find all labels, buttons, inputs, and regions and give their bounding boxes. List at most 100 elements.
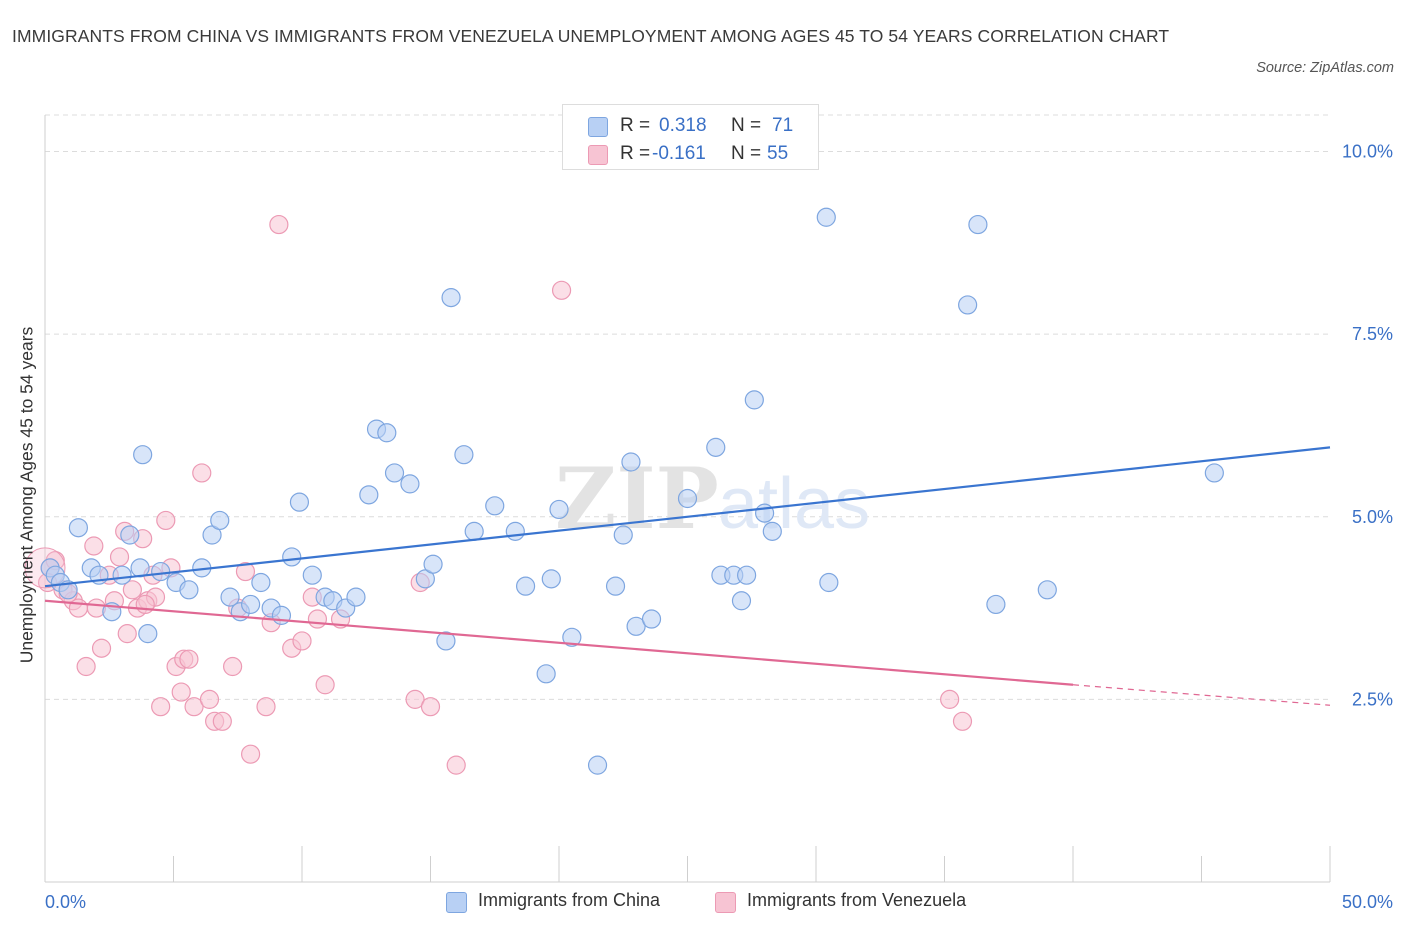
china-point-25 bbox=[282, 547, 302, 567]
venezuela-legend-label: Immigrants from Venezuela bbox=[747, 890, 967, 910]
china-point-50 bbox=[587, 755, 608, 775]
watermark-atlas: atlas bbox=[718, 464, 870, 544]
axes bbox=[44, 115, 1331, 883]
series-legend: Immigrants from China Immigrants from Ve… bbox=[0, 886, 1406, 916]
venezuela-point-40 bbox=[292, 631, 312, 651]
venezuela-point-32 bbox=[223, 656, 243, 677]
china-point-47 bbox=[541, 569, 561, 589]
china-point-71 bbox=[1204, 463, 1224, 483]
venezuela-point-20 bbox=[151, 697, 171, 717]
venezuela-point-45 bbox=[405, 689, 425, 709]
china-point-43 bbox=[485, 496, 505, 516]
china-point-36 bbox=[400, 474, 420, 494]
venezuela-point-43 bbox=[315, 675, 335, 695]
china-point-34 bbox=[377, 423, 397, 443]
china-point-31 bbox=[346, 587, 366, 607]
china-point-39 bbox=[436, 631, 456, 651]
venezuela-point-8 bbox=[91, 638, 112, 658]
venezuela-point-38 bbox=[269, 214, 289, 235]
china-point-38 bbox=[423, 554, 443, 574]
china-point-41 bbox=[454, 445, 474, 465]
y-tick-label-0: 2.5% bbox=[1352, 689, 1393, 709]
venezuela-r-label: R = bbox=[620, 143, 651, 164]
china-point-57 bbox=[706, 437, 726, 457]
china-point-40 bbox=[441, 288, 461, 308]
venezuela-r-value: -0.161 bbox=[652, 143, 706, 164]
china-point-32 bbox=[359, 485, 379, 505]
trend-lines bbox=[44, 446, 1331, 706]
china-r-value: 0.318 bbox=[659, 115, 707, 136]
legend-row-venezuela: R = -0.161 N = 55 bbox=[563, 139, 818, 167]
china-point-51 bbox=[605, 576, 626, 596]
china-point-11 bbox=[138, 624, 158, 644]
china-point-60 bbox=[731, 591, 752, 611]
x-tick-label-1: 50.0% bbox=[1342, 892, 1393, 912]
venezuela-point-42 bbox=[307, 609, 328, 629]
venezuela-point-27 bbox=[184, 697, 204, 717]
venezuela-point-5 bbox=[76, 656, 96, 677]
china-legend-label: Immigrants from China bbox=[478, 890, 661, 910]
chart-title: IMMIGRANTS FROM CHINA VS IMMIGRANTS FROM… bbox=[12, 26, 1170, 46]
correlation-legend: R = 0.318 N = 71 R = -0.161 N = 55 bbox=[562, 104, 819, 170]
venezuela-point-13 bbox=[117, 624, 137, 644]
china-point-49 bbox=[562, 627, 582, 647]
china-point-56 bbox=[677, 488, 698, 509]
china-point-46 bbox=[536, 664, 556, 684]
venezuela-point-35 bbox=[241, 744, 261, 764]
china-point-52 bbox=[613, 525, 633, 545]
china-point-10 bbox=[133, 445, 153, 465]
china-point-12 bbox=[151, 561, 171, 582]
y-tick-label-3: 10.0% bbox=[1342, 142, 1393, 162]
venezuela-legend-swatch bbox=[715, 892, 736, 913]
tick-labels: 2.5% 5.0% 7.5% 10.0% 0.0% 50.0% bbox=[45, 142, 1393, 912]
china-point-64 bbox=[737, 565, 757, 585]
china-point-15 bbox=[179, 580, 199, 600]
venezuela-point-34 bbox=[235, 561, 256, 582]
venezuela-point-54 bbox=[135, 594, 155, 615]
venezuela-point-47 bbox=[420, 697, 441, 717]
venezuela-point-6 bbox=[84, 536, 104, 556]
venezuela-point-24 bbox=[171, 682, 191, 702]
venezuela-n-label: N = bbox=[731, 143, 762, 164]
china-n-value: 71 bbox=[772, 115, 794, 136]
china-point-61 bbox=[744, 390, 764, 410]
china-point-9 bbox=[120, 525, 140, 545]
china-point-4 bbox=[68, 518, 89, 538]
venezuela-point-51 bbox=[952, 711, 973, 731]
china-point-35 bbox=[384, 463, 405, 483]
china-point-27 bbox=[302, 565, 322, 585]
venezuela-trend-extension bbox=[1072, 684, 1331, 706]
venezuela-n-value: 55 bbox=[767, 143, 789, 164]
china-r-label: R = bbox=[620, 115, 651, 136]
venezuela-point-14 bbox=[122, 580, 142, 600]
y-tick-label-1: 5.0% bbox=[1352, 507, 1393, 527]
venezuela-point-50 bbox=[940, 689, 960, 709]
y-tick-label-2: 7.5% bbox=[1352, 324, 1393, 344]
china-point-42 bbox=[464, 521, 484, 541]
x-tick-label-0: 0.0% bbox=[45, 892, 86, 912]
venezuela-point-31 bbox=[212, 711, 232, 731]
venezuela-point-48 bbox=[446, 755, 466, 775]
china-legend-swatch bbox=[446, 892, 467, 913]
y-axis-label: Unemployment Among Ages 45 to 54 years bbox=[16, 326, 37, 664]
venezuela-swatch bbox=[588, 145, 608, 165]
china-n-label: N = bbox=[731, 115, 762, 136]
china-point-44 bbox=[505, 521, 525, 541]
china-point-54 bbox=[626, 616, 646, 636]
venezuela-point-11 bbox=[109, 547, 130, 567]
source-label: Source: ZipAtlas.com bbox=[1256, 60, 1394, 76]
china-point-22 bbox=[251, 572, 271, 593]
venezuela-point-29 bbox=[199, 689, 220, 709]
china-swatch bbox=[588, 117, 608, 137]
china-point-65 bbox=[816, 207, 836, 227]
venezuela-point-21 bbox=[156, 510, 176, 531]
china-point-69 bbox=[986, 594, 1006, 615]
venezuela-point-28 bbox=[192, 463, 212, 483]
china-point-19 bbox=[220, 587, 240, 607]
china-point-67 bbox=[958, 295, 978, 315]
china-point-18 bbox=[210, 510, 230, 531]
china-point-3 bbox=[58, 580, 78, 600]
watermark: ZIP atlas bbox=[555, 449, 870, 548]
china-point-70 bbox=[1037, 580, 1057, 600]
